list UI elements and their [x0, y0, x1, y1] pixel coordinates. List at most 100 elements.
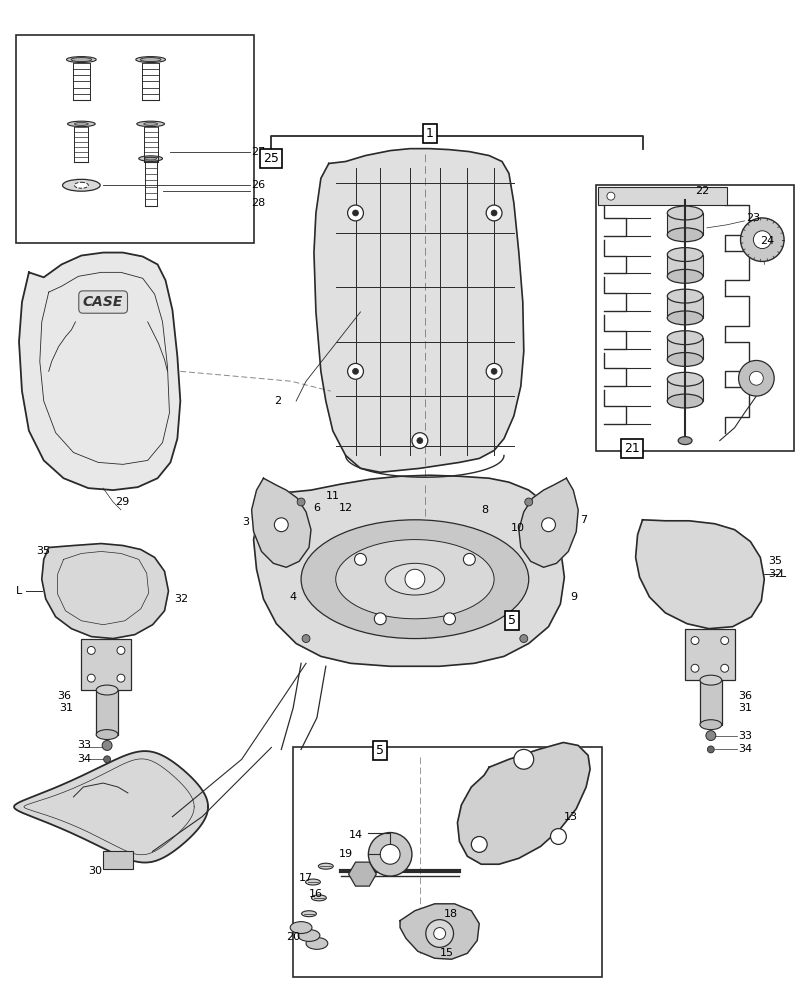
Bar: [293, 747, 601, 977]
Text: 12: 12: [338, 503, 353, 513]
Text: 9: 9: [569, 592, 577, 602]
Circle shape: [433, 928, 445, 939]
Text: 30: 30: [88, 866, 102, 876]
Text: 32: 32: [174, 594, 188, 604]
Circle shape: [104, 756, 110, 763]
Text: 33: 33: [77, 740, 92, 750]
Ellipse shape: [335, 540, 493, 619]
Text: 5: 5: [375, 744, 384, 757]
Text: 36: 36: [738, 691, 752, 701]
Text: 24: 24: [759, 236, 774, 246]
Circle shape: [524, 498, 532, 506]
Ellipse shape: [135, 57, 165, 63]
Text: 35: 35: [36, 546, 49, 556]
Circle shape: [541, 518, 555, 532]
Bar: [667, 213, 702, 235]
Text: 15: 15: [439, 948, 453, 958]
Text: 19: 19: [338, 849, 353, 859]
Polygon shape: [457, 742, 590, 864]
Ellipse shape: [667, 311, 702, 325]
Circle shape: [740, 218, 783, 261]
Circle shape: [405, 569, 424, 589]
Ellipse shape: [75, 122, 88, 125]
Circle shape: [513, 749, 533, 769]
Ellipse shape: [96, 685, 118, 695]
Ellipse shape: [290, 922, 311, 934]
Text: 35: 35: [767, 556, 781, 566]
Ellipse shape: [67, 57, 96, 63]
Text: 18: 18: [443, 909, 457, 919]
Ellipse shape: [699, 720, 721, 730]
Ellipse shape: [71, 58, 92, 62]
Polygon shape: [253, 475, 564, 666]
Circle shape: [274, 518, 288, 532]
Circle shape: [720, 637, 727, 645]
Bar: [667, 379, 702, 401]
Circle shape: [347, 363, 363, 379]
Text: 10: 10: [510, 523, 524, 533]
Ellipse shape: [667, 331, 702, 345]
Bar: [684, 629, 734, 680]
Text: 13: 13: [563, 812, 577, 822]
Bar: [595, 185, 793, 451]
Ellipse shape: [311, 895, 326, 901]
Text: 23: 23: [745, 213, 760, 223]
Circle shape: [297, 498, 305, 506]
Text: 1: 1: [425, 127, 433, 140]
Ellipse shape: [144, 122, 157, 125]
Text: 27: 27: [251, 147, 265, 157]
Circle shape: [88, 674, 95, 682]
Text: 2: 2: [274, 396, 281, 406]
Circle shape: [486, 205, 501, 221]
Circle shape: [352, 210, 358, 216]
Ellipse shape: [144, 157, 157, 160]
Circle shape: [753, 231, 770, 249]
Circle shape: [690, 664, 698, 672]
Circle shape: [706, 746, 714, 753]
Ellipse shape: [67, 121, 95, 127]
Text: 8: 8: [481, 505, 487, 515]
Ellipse shape: [677, 437, 691, 445]
Text: 17: 17: [298, 873, 313, 883]
Ellipse shape: [96, 730, 118, 740]
Ellipse shape: [140, 58, 161, 62]
Circle shape: [463, 553, 474, 565]
Text: 4: 4: [289, 592, 296, 602]
Text: 25: 25: [263, 152, 279, 165]
Text: 16: 16: [309, 889, 323, 899]
Text: 31: 31: [59, 703, 74, 713]
Circle shape: [690, 637, 698, 645]
Polygon shape: [19, 253, 180, 490]
Text: 21: 21: [623, 442, 639, 455]
Text: 32: 32: [767, 569, 782, 579]
Circle shape: [368, 833, 411, 876]
Polygon shape: [400, 904, 478, 959]
Ellipse shape: [305, 879, 320, 885]
Polygon shape: [314, 149, 523, 472]
Text: L: L: [15, 586, 22, 596]
Ellipse shape: [667, 248, 702, 261]
Circle shape: [519, 635, 527, 643]
Polygon shape: [41, 544, 168, 639]
Ellipse shape: [667, 269, 702, 283]
Ellipse shape: [384, 563, 444, 595]
Text: 34: 34: [77, 754, 92, 764]
Circle shape: [88, 646, 95, 654]
Text: 22: 22: [694, 186, 708, 196]
Ellipse shape: [62, 179, 100, 191]
Circle shape: [470, 837, 487, 852]
Circle shape: [550, 829, 565, 844]
Polygon shape: [635, 520, 763, 629]
Bar: [16, 35, 253, 243]
Circle shape: [354, 553, 366, 565]
Text: 26: 26: [251, 180, 265, 190]
Polygon shape: [251, 478, 311, 567]
Circle shape: [606, 192, 614, 200]
Text: 14: 14: [348, 830, 363, 840]
Bar: [96, 690, 118, 735]
Ellipse shape: [667, 228, 702, 242]
Circle shape: [749, 371, 762, 385]
Text: L: L: [779, 569, 785, 579]
Ellipse shape: [667, 394, 702, 408]
Bar: [699, 680, 721, 725]
